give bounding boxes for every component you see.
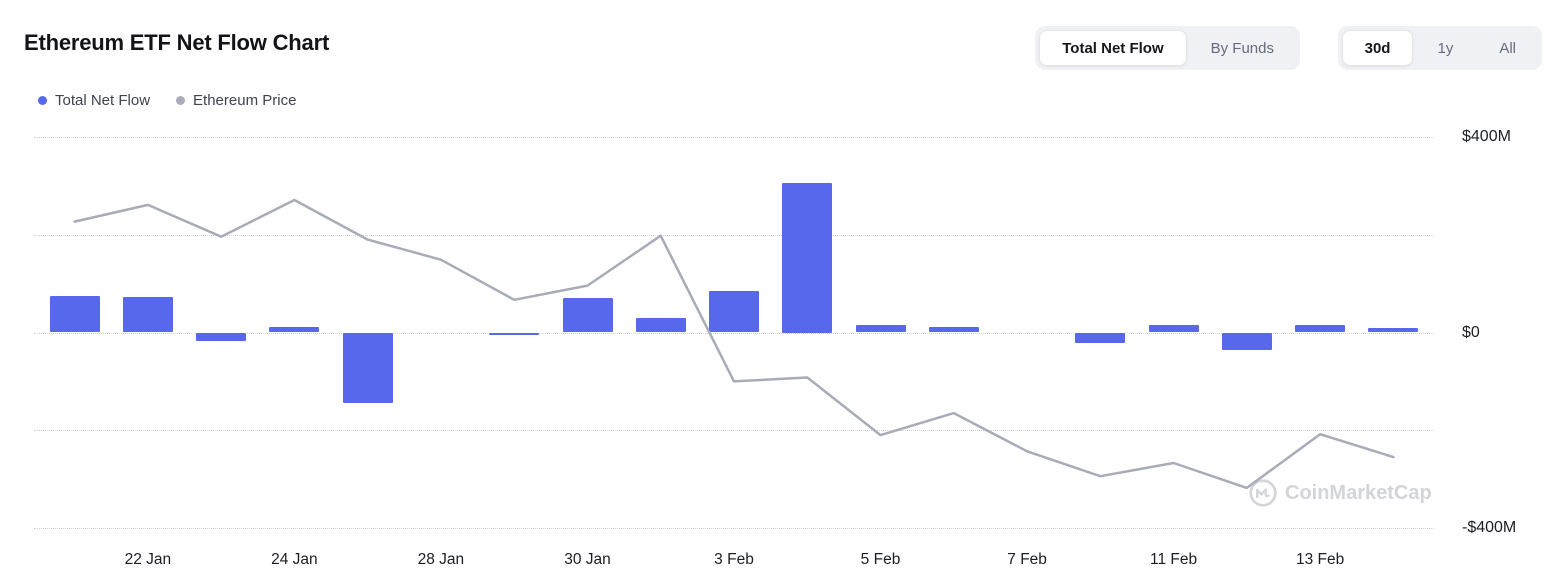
x-axis-label-30-jan: 30 Jan (564, 551, 611, 568)
gridline (34, 137, 1434, 138)
net-flow-bar-4[interactable] (342, 332, 393, 404)
coinmarketcap-watermark: CoinMarketCap (1248, 478, 1432, 508)
net-flow-bar-11[interactable] (855, 324, 906, 333)
net-flow-bar-3[interactable] (269, 326, 320, 333)
x-axis-labels: 22 Jan 24 Jan 28 Jan 30 Jan 3 Feb 5 Feb 7 Feb 1… (38, 551, 1430, 577)
legend-item-ethereum-price[interactable]: Ethereum Price (176, 92, 296, 109)
x-axis-label-22-jan: 22 Jan (124, 551, 172, 568)
range-toggle-all[interactable]: All (1477, 30, 1538, 66)
legend-dot (38, 96, 47, 105)
view-toggle-by-funds[interactable]: By Funds (1189, 30, 1296, 66)
chart-plot-area (34, 137, 1434, 529)
legend-item-total-net-flow[interactable]: Total Net Flow (38, 92, 150, 109)
legend-label: Total Net Flow (55, 92, 151, 109)
x-axis-label-13-feb: 13 Feb (1295, 551, 1345, 568)
net-flow-bar-15[interactable] (1148, 324, 1199, 333)
net-flow-bar-7[interactable] (562, 298, 613, 333)
x-axis-label-3-feb: 3 Feb (714, 551, 754, 568)
gridline (34, 430, 1434, 432)
net-flow-bar-12[interactable] (928, 326, 979, 333)
chart-legend: Total Net Flow Ethereum Price (38, 92, 296, 109)
net-flow-bar-17[interactable] (1295, 324, 1346, 333)
y-axis-labels: $400M $0 -$400M (1462, 128, 1554, 536)
x-axis-label-24-jan: 24 Jan (271, 551, 318, 568)
y-axis-label--$400m: -$400M (1462, 519, 1517, 536)
net-flow-bar-18[interactable] (1368, 327, 1419, 333)
net-flow-bar-9[interactable] (709, 291, 759, 333)
range-toggle-group: 30d 1y All (1337, 26, 1542, 70)
net-flow-bar-16[interactable] (1221, 332, 1272, 350)
view-toggle-group: Total Net Flow By Funds (1035, 26, 1300, 70)
range-toggle-30d[interactable]: 30d (1341, 30, 1414, 66)
legend-label: Ethereum Price (193, 92, 297, 109)
range-toggle-1y[interactable]: 1y (1415, 30, 1475, 66)
y-axis-label-$0: $0 (1462, 323, 1480, 341)
net-flow-bar-0[interactable] (49, 295, 100, 333)
legend-dot (176, 96, 186, 105)
x-axis-label-5-feb: 5 Feb (860, 551, 901, 568)
x-axis-label-28-jan: 28 Jan (417, 551, 465, 568)
net-flow-bar-10[interactable] (782, 182, 833, 333)
net-flow-bar-14[interactable] (1075, 332, 1126, 344)
y-axis-label-$400m: $400M (1462, 128, 1511, 145)
net-flow-bar-8[interactable] (635, 317, 686, 333)
x-axis-label-7-feb: 7 Feb (1007, 551, 1047, 568)
x-axis-label-11-feb: 11 Feb (1150, 551, 1198, 568)
net-flow-bar-6[interactable] (489, 332, 540, 335)
view-toggle-total-net-flow[interactable]: Total Net Flow (1039, 30, 1187, 66)
gridline (34, 234, 1434, 236)
watermark-text: CoinMarketCap (1285, 481, 1432, 504)
page-title: Ethereum ETF Net Flow Chart (24, 30, 330, 55)
coinmarketcap-logo-icon (1249, 479, 1277, 507)
gridline (34, 528, 1434, 529)
net-flow-bar-2[interactable] (196, 332, 247, 342)
net-flow-bar-1[interactable] (122, 297, 173, 333)
